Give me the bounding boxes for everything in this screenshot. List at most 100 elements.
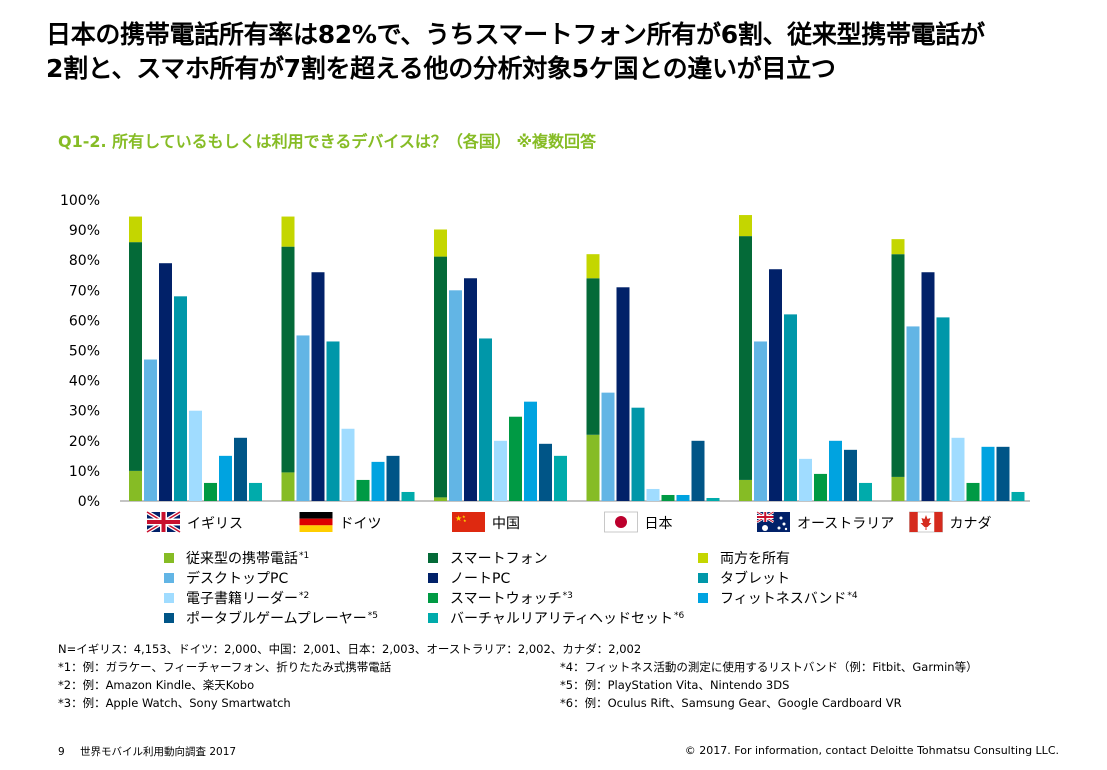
footnote-6: *6：例：Oculus Rift、Samsung Gear、Google Car…	[560, 696, 902, 710]
category-label: ドイツ	[340, 516, 382, 532]
legend-footnote-mark: *1	[299, 551, 310, 561]
legend-item: タブレット	[698, 568, 790, 588]
legend-item: ノートPC	[428, 568, 510, 588]
report-name: 世界モバイル利用動向調査 2017	[80, 746, 237, 758]
series-bar	[174, 296, 187, 501]
y-tick-label: 10%	[69, 464, 100, 480]
series-bar	[249, 482, 262, 501]
series-bar	[509, 416, 522, 501]
both-phones-bar	[891, 239, 905, 255]
series-bar	[386, 455, 400, 501]
series-bar	[189, 410, 202, 501]
legend-label: ポータブルゲームプレーヤー	[186, 611, 367, 627]
series-bar	[951, 437, 965, 501]
series-bar	[661, 494, 675, 501]
legend-item: 電子書籍リーダー *2	[164, 588, 309, 608]
legend-footnote-mark: *5	[367, 611, 378, 621]
series-bar	[539, 443, 552, 501]
legend-swatch	[428, 613, 438, 623]
series-bar	[829, 440, 842, 501]
series-bar	[616, 287, 630, 501]
y-tick-label: 50%	[69, 344, 100, 360]
legend-label: フィットネスバンド	[720, 591, 847, 607]
legend-footnote-mark: *4	[847, 591, 858, 601]
category-label: 日本	[645, 516, 673, 532]
legend-footnote-mark: *6	[674, 611, 685, 621]
series-bar	[479, 338, 492, 501]
series-bar	[844, 449, 857, 501]
legend-swatch	[164, 553, 174, 563]
legend-label: 電子書籍リーダー	[186, 591, 298, 607]
both-phones-bar	[739, 215, 752, 237]
footnote-3: *3：例：Apple Watch、Sony Smartwatch	[58, 696, 291, 710]
series-bar	[754, 341, 767, 501]
legend-swatch	[428, 593, 438, 603]
smartphone-bar	[891, 254, 905, 477]
legend-swatch	[164, 613, 174, 623]
legend-label: 従来型の携帯電話	[186, 551, 298, 567]
y-tick-label: 70%	[69, 283, 100, 299]
legend-item: 両方を所有	[698, 548, 790, 568]
y-tick-label: 40%	[69, 374, 100, 390]
footnote-5: *5：例：PlayStation Vita、Nintendo 3DS	[560, 678, 790, 692]
y-tick-label: 60%	[69, 313, 100, 329]
legend-item: 従来型の携帯電話 *1	[164, 548, 309, 568]
legend-swatch	[428, 553, 438, 563]
both-phones-bar	[129, 216, 142, 243]
legend-item: スマートウォッチ *3	[428, 588, 573, 608]
smartphone-bar	[739, 236, 752, 480]
feature-phone-bar	[891, 476, 905, 501]
chart-subtitle: Q1-2. 所有しているもしくは利用できるデバイスは？（各国） ※複数回答	[58, 132, 597, 151]
category-label: イギリス	[187, 516, 243, 532]
series-bar	[144, 359, 157, 501]
legend-swatch	[698, 573, 708, 583]
smartphone-bar	[586, 278, 600, 435]
series-bar	[449, 290, 462, 501]
series-bar	[676, 494, 690, 501]
svg-text:★: ★	[462, 514, 466, 519]
footnote-4: *4：フィットネス活動の測定に使用するリストバンド（例：Fitbit、Garmi…	[560, 660, 978, 674]
legend-swatch	[698, 593, 708, 603]
category-label: 中国	[492, 516, 520, 532]
legend-label: スマートウォッチ	[450, 591, 562, 607]
series-bar	[219, 455, 232, 501]
smartphone-bar	[129, 242, 142, 471]
smartphone-bar	[434, 256, 447, 498]
legend-item: バーチャルリアリティヘッドセット *6	[428, 608, 684, 628]
series-bar	[234, 437, 247, 501]
series-bar	[494, 440, 507, 501]
series-bar	[966, 482, 980, 501]
legend-item: スマートフォン	[428, 548, 548, 568]
canada-flag-icon	[909, 511, 943, 533]
category-label: カナダ	[950, 516, 992, 532]
y-tick-label: 100%	[60, 193, 100, 209]
series-bar	[356, 479, 370, 501]
footer-page: 9 世界モバイル利用動向調査 2017	[58, 744, 236, 759]
footer-copyright: © 2017. For information, contact Deloitt…	[684, 744, 1059, 757]
series-bar	[859, 482, 872, 501]
series-bar	[646, 488, 660, 501]
smartphone-bar	[281, 246, 295, 473]
series-bar	[769, 269, 782, 501]
series-bar	[524, 401, 537, 501]
legend-swatch	[164, 573, 174, 583]
series-bar	[691, 440, 705, 501]
series-bar	[159, 263, 172, 501]
y-tick-label: 80%	[69, 253, 100, 269]
bar-chart: 0% 10% 20% 30% 40% 50% 60% 70% 80% 90% 100% イギリス ドイツ…	[60, 193, 1030, 534]
feature-phone-bar	[434, 497, 447, 501]
svg-text:★: ★	[463, 518, 467, 523]
australia-flag-icon	[756, 510, 790, 532]
legend-label: タブレット	[720, 571, 790, 587]
series-bar	[799, 458, 812, 501]
germany-flag-icon	[299, 512, 333, 532]
feature-phone-bar	[281, 472, 295, 501]
headline: 日本の携帯電話所有率は82%で、うちスマートフォン所有が6割、従来型携帯電話が …	[46, 18, 1086, 86]
legend-swatch	[698, 553, 708, 563]
feature-phone-bar	[129, 470, 142, 501]
legend-item: フィットネスバンド *4	[698, 588, 858, 608]
series-bar	[921, 272, 935, 501]
series-bar	[296, 335, 310, 501]
legend-label: 両方を所有	[720, 551, 790, 567]
series-bar	[554, 455, 567, 501]
